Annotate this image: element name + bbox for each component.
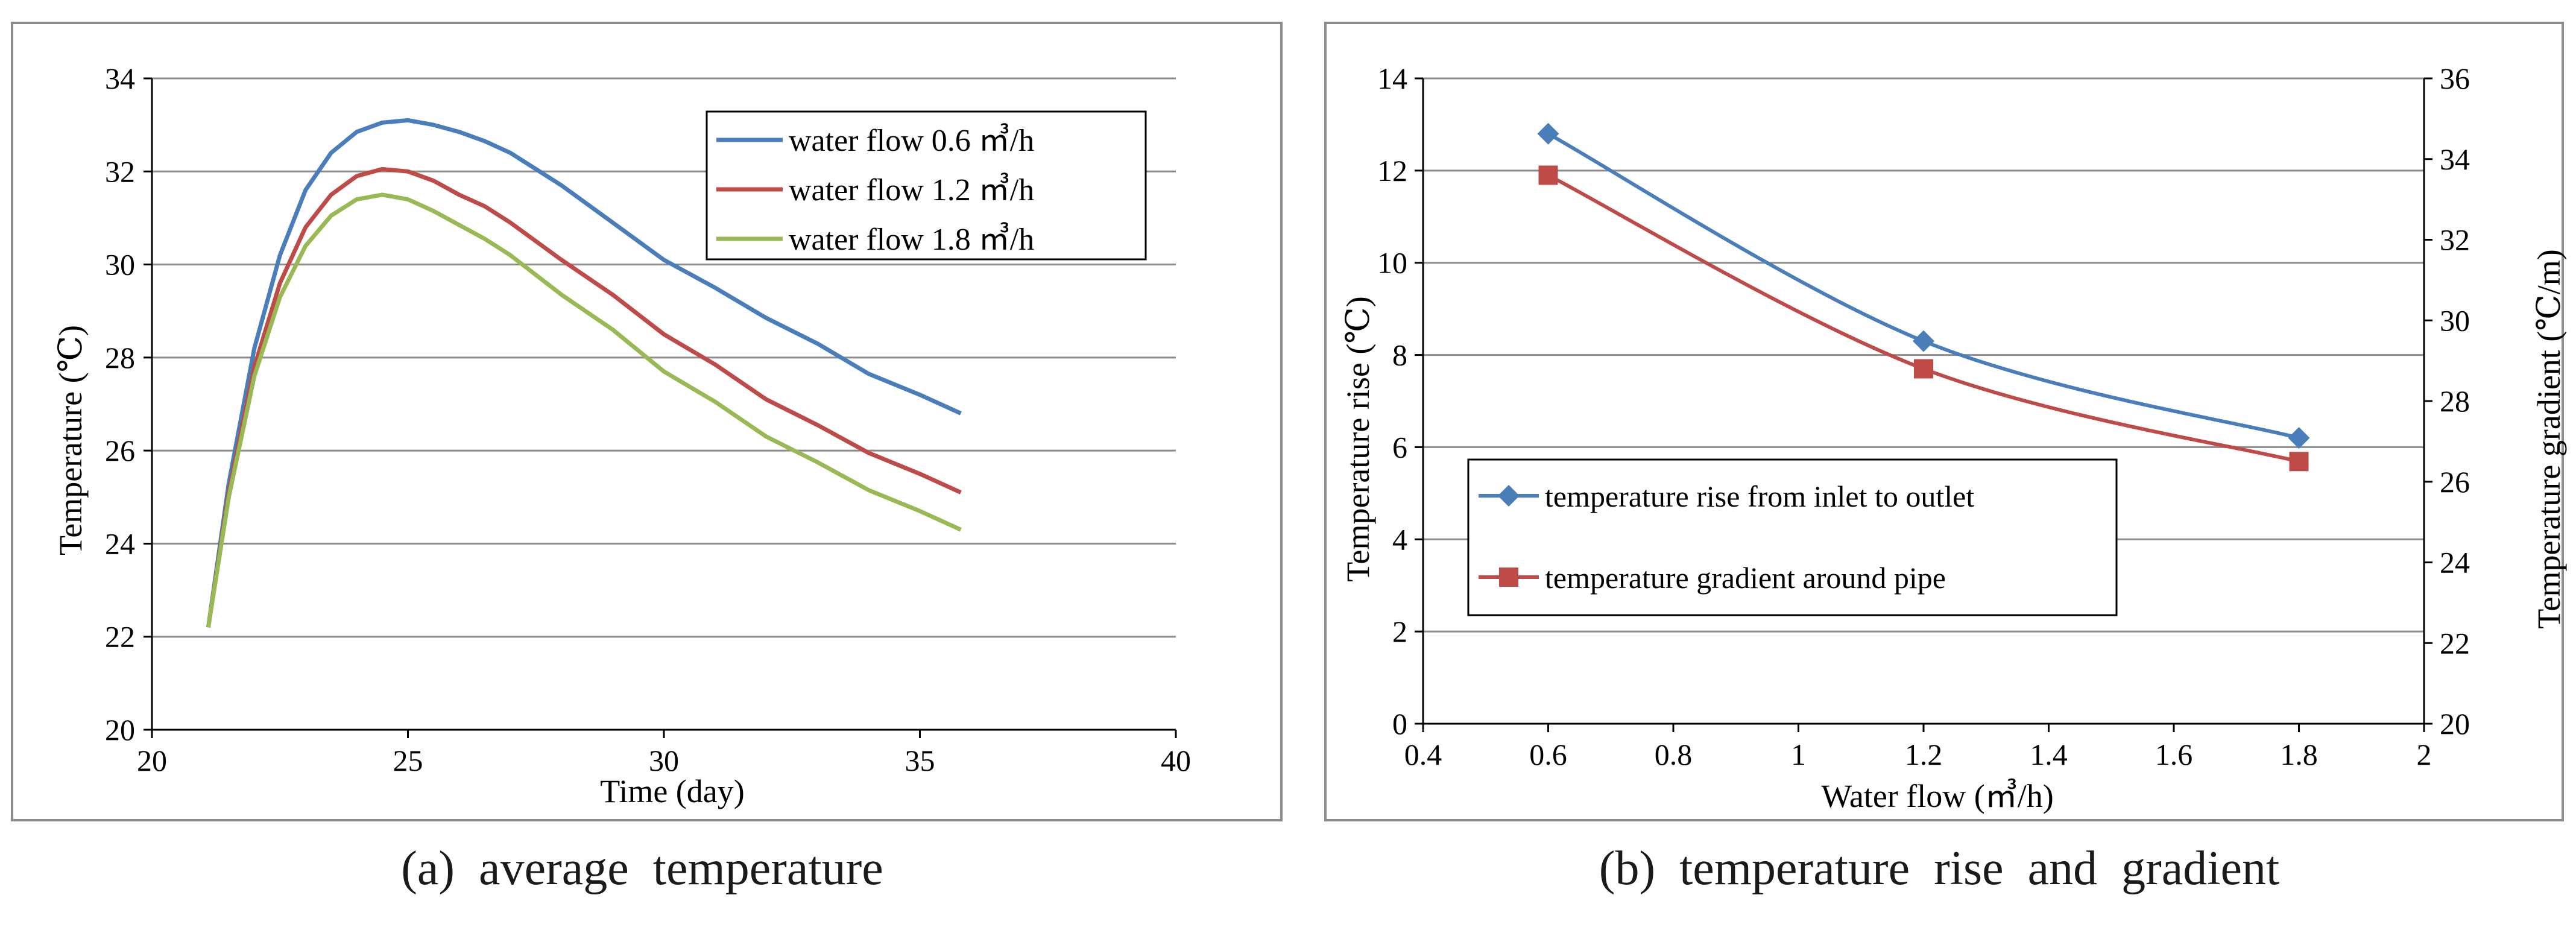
chart-b-series-1-point-2 (2289, 452, 2309, 472)
chart-a-ytick-label-1: 22 (105, 620, 135, 654)
chart-b-ytick-label-5: 10 (1377, 246, 1407, 280)
chart-b-y2tick-label-8: 36 (2440, 62, 2470, 95)
chart-b-y2tick-label-4: 28 (2440, 384, 2470, 418)
chart-a-legend-box (706, 110, 1147, 261)
chart-b-y2tick-label-0: 20 (2440, 707, 2470, 741)
chart-b-xtick-label-6: 1.6 (2155, 738, 2193, 771)
chart-a-ytick-label-0: 20 (105, 713, 135, 747)
chart-b-ytick-label-1: 2 (1392, 615, 1407, 648)
chart-b-xtick-label-0: 0.4 (1404, 738, 1442, 771)
chart-b-frame (1324, 22, 2564, 821)
chart-b-ytick-label-2: 4 (1392, 522, 1407, 556)
chart-b-xtick-label-8: 2 (2417, 738, 2432, 771)
chart-b-xtick-label-7: 1.8 (2280, 738, 2318, 771)
chart-b-series-0-point-2 (2288, 427, 2310, 449)
chart-b-y2label: Temperature gradient (℃/m) (2531, 249, 2567, 628)
chart-b-legend-box (1467, 458, 2118, 616)
chart-b-legend-label-1: temperature gradient around pipe (1545, 561, 1946, 595)
chart-b-y2tick-label-6: 32 (2440, 223, 2470, 257)
chart-b-y2tick-label-5: 30 (2440, 303, 2470, 337)
chart-b-ytick-label-0: 0 (1392, 707, 1407, 741)
chart-a-legend-label-2: water flow 1.8 ㎥/h (789, 222, 1034, 257)
caption-a: (a) average temperature (401, 842, 883, 895)
chart-a-xtick-label-3: 35 (905, 744, 935, 777)
chart-b-y2tick-label-3: 26 (2440, 465, 2470, 499)
chart-b-ytick-label-7: 14 (1377, 62, 1407, 95)
chart-b-series-0-point-1 (1913, 330, 1934, 352)
chart-b-legend-marker-0 (1498, 485, 1520, 507)
chart-b-series-1-point-1 (1914, 359, 1933, 379)
chart-a-series-line-2 (206, 192, 962, 628)
chart-b-ytick-label-3: 6 (1392, 430, 1407, 464)
chart-b-xtick-label-2: 0.8 (1655, 738, 1693, 771)
caption-b: (b) temperature rise and gradient (1599, 842, 2280, 895)
chart-a-ytick-label-6: 32 (105, 154, 135, 188)
chart-a-legend-label-1: water flow 1.2 ㎥/h (789, 172, 1034, 207)
chart-b-xtick-label-3: 1 (1791, 738, 1806, 771)
chart-b-xtick-label-1: 0.6 (1529, 738, 1567, 771)
chart-a-xtick-label-0: 20 (137, 744, 167, 777)
chart-a-ytick-label-7: 34 (105, 62, 135, 95)
chart-b-xtick-label-5: 1.4 (2030, 738, 2068, 771)
chart-b-series-0-point-0 (1537, 122, 1559, 145)
chart-b-y2tick-label-2: 24 (2440, 546, 2470, 580)
chart-b-legend-label-0: temperature rise from inlet to outlet (1545, 479, 1974, 513)
chart-b-ylabel: Temperature rise (℃) (1340, 296, 1376, 581)
chart-b-ytick-label-4: 8 (1392, 338, 1407, 372)
chart-a-xlabel: Time (day) (600, 773, 745, 809)
chart-a-legend: water flow 0.6 ㎥/h water flow 1.2 ㎥/h wate… (706, 110, 1147, 261)
chart-a-series-line-0 (206, 118, 962, 628)
chart-b-legend: temperature rise from inlet to outlet tem… (1467, 458, 2118, 616)
chart-a-legend-label-0: water flow 0.6 ㎥/h (789, 123, 1034, 158)
chart-a-xtick-label-4: 40 (1161, 744, 1191, 777)
chart-b-series-1-point-0 (1538, 165, 1558, 185)
chart-b-y2tick-label-7: 34 (2440, 142, 2470, 176)
chart-a-ytick-label-2: 24 (105, 526, 135, 560)
chart-b-ytick-label-6: 12 (1377, 154, 1407, 188)
chart-a-ytick-label-5: 30 (105, 248, 135, 282)
chart-b-y2tick-label-1: 22 (2440, 626, 2470, 660)
chart-a-ylabel: Temperature (℃) (52, 325, 89, 555)
chart-b-xlabel: Water flow (㎥/h) (1821, 778, 2054, 814)
chart-b-xtick-label-4: 1.2 (1905, 738, 1943, 771)
chart-a-xtick-label-2: 30 (649, 744, 679, 777)
chart-average-temperature: 20 22 24 26 28 30 32 34 20 25 30 35 40 Time (day) Te… (11, 22, 1283, 821)
chart-a-xtick-label-1: 25 (393, 744, 423, 777)
chart-b-legend-marker-1 (1499, 568, 1518, 587)
chart-a-series-line-1 (206, 166, 962, 628)
chart-a-ytick-label-4: 28 (105, 341, 135, 375)
chart-a-ytick-label-3: 26 (105, 434, 135, 467)
